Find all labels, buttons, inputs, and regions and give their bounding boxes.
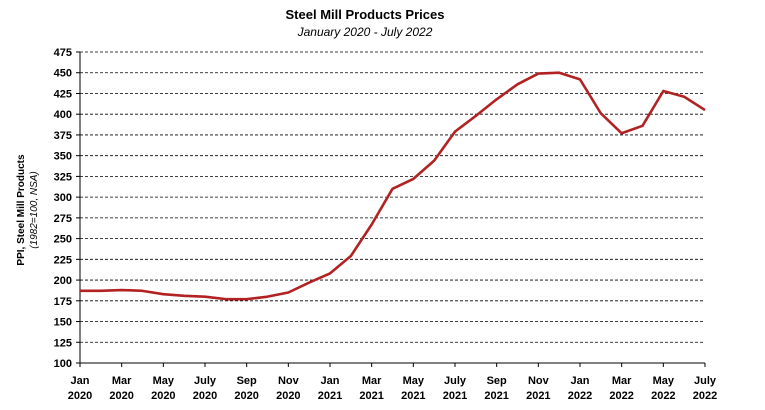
x-tick-label-month: Sep	[487, 375, 507, 387]
x-tick-label-month: Mar	[112, 375, 132, 387]
y-tick-label: 200	[54, 275, 72, 287]
chart-subtitle: January 2020 - July 2022	[297, 25, 433, 39]
y-axis-note: (1982=100, NSA)	[29, 171, 40, 249]
x-tick-label-year: 2020	[234, 390, 258, 402]
y-tick-label: 250	[54, 234, 72, 246]
y-axis-label: PPI, Steel Mill Products (1982=100, NSA)	[16, 154, 40, 266]
y-tick-label: 175	[54, 296, 72, 308]
x-tick-label-year: 2020	[193, 390, 217, 402]
y-tick-label: 100	[54, 358, 72, 370]
y-tick-label: 275	[54, 213, 72, 225]
x-tick-label-month: Nov	[528, 375, 550, 387]
y-axis-ticks: 100 125 150 175 200 225 250 275 300 325 350 375 400 4…	[54, 47, 80, 370]
x-tick-label-month: Jan	[321, 375, 340, 387]
y-tick-label: 450	[54, 68, 72, 80]
x-tick-label-month: Sep	[237, 375, 257, 387]
y-tick-label: 375	[54, 130, 72, 142]
y-tick-label: 475	[54, 47, 72, 59]
y-tick-label: 425	[54, 88, 72, 100]
y-tick-label: 300	[54, 192, 72, 204]
x-tick-label-year: 2022	[568, 390, 592, 402]
x-tick-label-month: May	[403, 375, 425, 387]
x-tick-label-month: July	[194, 375, 217, 387]
x-tick-label-year: 2022	[651, 390, 675, 402]
y-tick-label: 400	[54, 109, 72, 121]
x-tick-label-year: 2022	[693, 390, 717, 402]
x-tick-label-year: 2022	[609, 390, 633, 402]
y-tick-label: 350	[54, 151, 72, 163]
x-tick-label-year: 2021	[359, 390, 383, 402]
x-tick-label-year: 2021	[443, 390, 467, 402]
x-tick-label-month: May	[653, 375, 675, 387]
series-line-ppi	[80, 71, 706, 301]
y-axis-title: PPI, Steel Mill Products	[16, 154, 27, 266]
x-tick-label-month: July	[444, 375, 467, 387]
x-tick-label-month: Nov	[278, 375, 300, 387]
y-tick-label: 150	[54, 317, 72, 329]
x-tick-label-year: 2020	[276, 390, 300, 402]
x-tick-label-month: Mar	[362, 375, 382, 387]
x-tick-label-year: 2020	[68, 390, 92, 402]
x-tick-label-year: 2021	[484, 390, 508, 402]
x-tick-label-month: Jan	[571, 375, 590, 387]
y-tick-label: 125	[54, 337, 72, 349]
x-axis-ticks: Jan 2020 Mar 2020 May 2020 July 2020 Sep 2020 Nov 2…	[68, 363, 717, 402]
x-tick-label-month: Jan	[71, 375, 90, 387]
x-tick-label-month: May	[153, 375, 175, 387]
x-tick-label-year: 2021	[318, 390, 342, 402]
y-tick-label: 225	[54, 254, 72, 266]
x-tick-label-month: Mar	[612, 375, 632, 387]
x-tick-label-year: 2020	[151, 390, 175, 402]
chart-title: Steel Mill Products Prices	[286, 7, 445, 22]
x-tick-label-year: 2021	[401, 390, 425, 402]
x-tick-label-month: July	[694, 375, 717, 387]
y-tick-label: 325	[54, 171, 72, 183]
gridlines	[80, 51, 705, 343]
x-tick-label-year: 2020	[109, 390, 133, 402]
x-tick-label-year: 2021	[526, 390, 550, 402]
